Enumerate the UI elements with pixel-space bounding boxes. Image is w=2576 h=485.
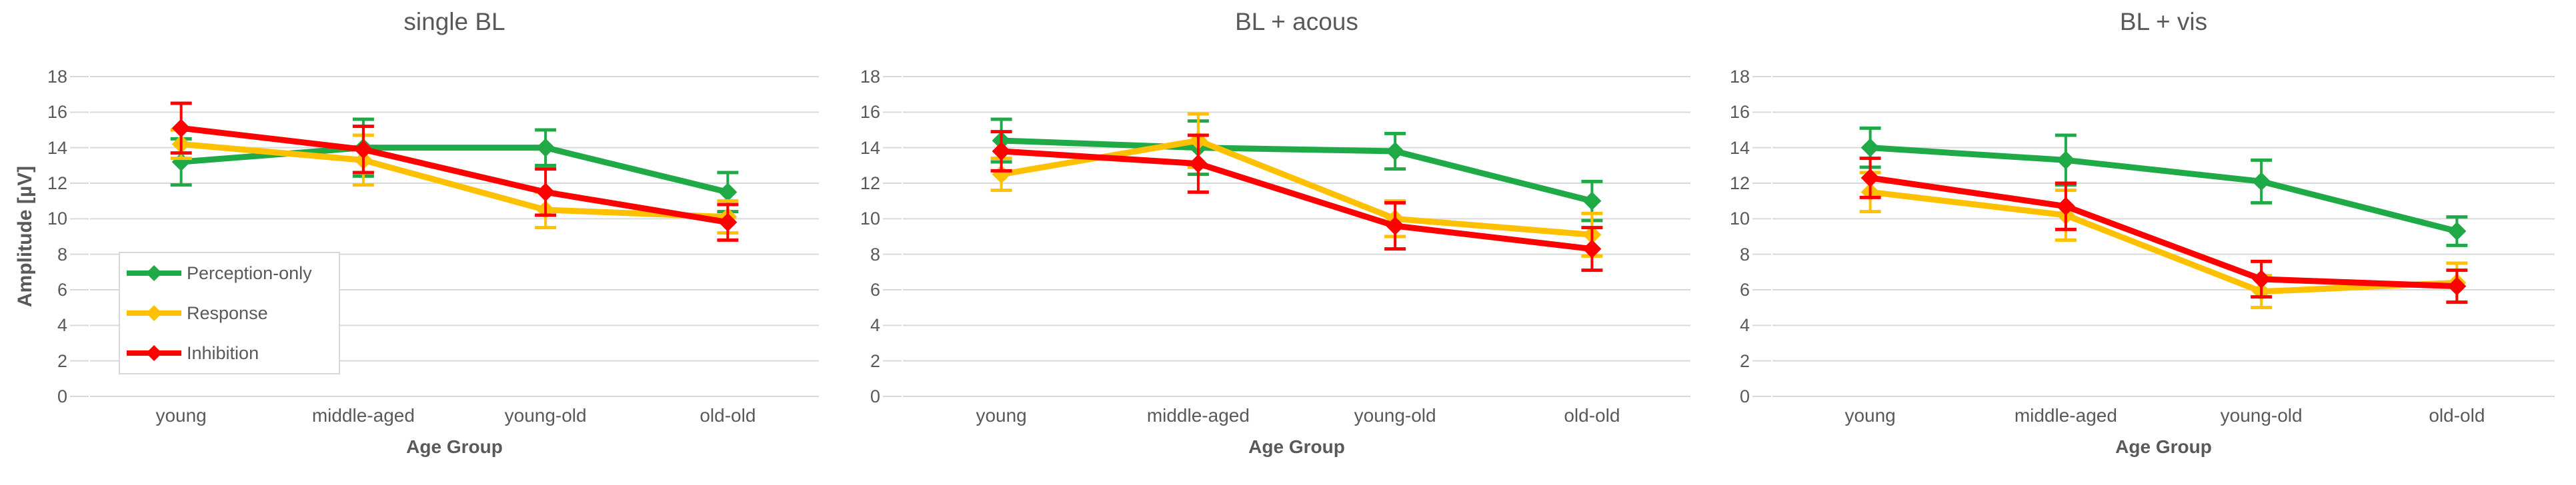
data-point-diamond: [353, 140, 373, 159]
y-tick-label: 0: [1739, 386, 1750, 406]
y-tick-label: 18: [860, 67, 880, 87]
chart-panel-single-bl: single BL Amplitude [µV] Age Group Perce…: [0, 0, 859, 485]
x-tick-label: old-old: [700, 405, 756, 426]
y-tick-label: 4: [57, 315, 67, 336]
y-tick-label: 16: [47, 102, 67, 123]
y-tick-label: 10: [47, 209, 67, 229]
x-tick-label: young: [155, 405, 207, 426]
chart-title: single BL: [403, 8, 505, 35]
legend: Perception-only Response Inhibition: [119, 252, 340, 374]
data-point-diamond: [1860, 169, 1880, 187]
legend-item: Perception-only: [125, 254, 339, 292]
y-tick-label: 8: [870, 244, 880, 264]
y-tick-label: 4: [1739, 315, 1750, 336]
legend-item-label: Inhibition: [187, 342, 259, 363]
legend-item-label: Response: [187, 302, 268, 323]
legend-line-diamond-icon: [127, 345, 181, 361]
y-tick-label: 14: [860, 137, 880, 158]
chart-title: BL + vis: [2119, 8, 2208, 35]
y-tick-label: 2: [57, 350, 67, 371]
data-point-diamond: [2252, 172, 2271, 191]
x-tick-label: old-old: [1564, 405, 1620, 426]
series-line: [1001, 137, 1593, 205]
y-tick-label: 10: [1729, 209, 1750, 229]
chart-title: BL + acous: [1235, 8, 1358, 35]
legend-line-diamond-icon: [127, 305, 181, 321]
data-point-diamond: [2056, 197, 2075, 216]
legend-item: Response: [125, 294, 339, 332]
x-axis-title: Age Group: [1248, 436, 1345, 457]
series-line: [1870, 189, 2457, 295]
x-axis-title: Age Group: [406, 436, 503, 457]
y-tick-label: 6: [1739, 280, 1750, 300]
data-point-diamond: [1582, 239, 1602, 258]
y-tick-label: 14: [1729, 137, 1750, 158]
data-point-diamond: [536, 138, 555, 157]
data-point-diamond: [1386, 142, 1405, 161]
chart-panel-bl-vis: BL + vis Age Group 0 2 4 6 8 10 12 14 16 18 young m…: [1718, 0, 2576, 485]
data-point-diamond: [2252, 270, 2271, 288]
x-tick-label: old-old: [2429, 405, 2485, 426]
data-point-diamond: [718, 213, 738, 232]
y-tick-label: 18: [47, 67, 67, 87]
y-tick-label: 8: [1739, 244, 1750, 264]
series-perception-only: [170, 117, 739, 214]
plot-area: [883, 76, 1690, 397]
data-point-diamond: [2447, 276, 2467, 296]
y-tick-label: 8: [57, 244, 67, 264]
plot-area: [70, 76, 819, 397]
data-point-diamond: [2447, 222, 2467, 241]
y-tick-label: 14: [47, 137, 67, 158]
data-point-diamond: [718, 183, 738, 202]
legend-item-label: Perception-only: [187, 262, 312, 283]
data-point-diamond: [1386, 217, 1405, 235]
y-tick-label: 6: [57, 280, 67, 300]
y-tick-label: 0: [870, 386, 880, 406]
x-axis-title: Age Group: [2115, 436, 2212, 457]
series-inhibition: [1859, 157, 2468, 304]
x-tick-label: young-old: [1354, 405, 1436, 426]
data-point-diamond: [1188, 154, 1208, 173]
data-point-diamond: [1582, 191, 1602, 211]
data-point-diamond: [536, 183, 555, 202]
y-tick-label: 10: [860, 209, 880, 229]
data-point-diamond: [2056, 151, 2075, 170]
x-tick-label: middle-aged: [311, 405, 415, 426]
y-tick-label: 2: [1739, 350, 1750, 371]
series-line: [1869, 175, 2457, 290]
series-line: [1001, 148, 1592, 252]
y-tick-label: 12: [860, 173, 880, 193]
x-tick-label: middle-aged: [1146, 405, 1250, 426]
y-tick-label: 6: [870, 280, 880, 300]
y-tick-label: 12: [47, 173, 67, 193]
data-point-diamond: [171, 119, 191, 138]
y-tick-label: 4: [870, 315, 880, 336]
legend-item: Inhibition: [125, 334, 339, 372]
y-tick-label: 2: [870, 350, 880, 371]
x-tick-label: young-old: [504, 405, 587, 426]
y-tick-label: 16: [1729, 102, 1750, 123]
series-perception-only: [990, 117, 1603, 223]
series-line: [181, 125, 729, 226]
chart-panel-bl-acous: BL + acous Age Group 0 2 4 6 8 10 12 14 16 18 youn…: [859, 0, 1718, 485]
series-line: [1870, 145, 2458, 235]
y-tick-label: 12: [1729, 173, 1750, 193]
x-tick-label: middle-aged: [2014, 405, 2117, 426]
series-response: [990, 112, 1603, 258]
y-tick-label: 18: [1729, 67, 1750, 87]
x-tick-label: young-old: [2220, 405, 2303, 426]
y-tick-label: 0: [57, 386, 67, 406]
x-tick-label: young: [1844, 405, 1896, 426]
plot-area: [1752, 76, 2555, 397]
series-inhibition: [990, 130, 1603, 272]
legend-line-diamond-icon: [127, 265, 181, 281]
data-point-diamond: [1860, 138, 1880, 157]
data-point-diamond: [992, 142, 1011, 161]
x-tick-label: young: [976, 405, 1027, 426]
y-tick-label: 16: [860, 102, 880, 123]
series-line: [181, 141, 728, 221]
series-inhibition: [170, 101, 739, 242]
